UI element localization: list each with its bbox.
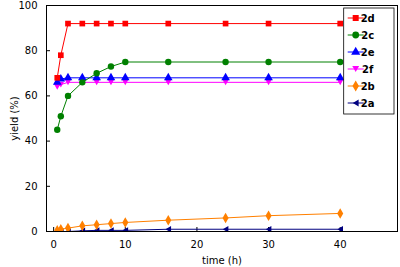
svg-text:2c: 2c <box>361 30 374 41</box>
svg-text:2f: 2f <box>362 64 374 75</box>
svg-text:time (h): time (h) <box>202 255 242 266</box>
svg-text:80: 80 <box>25 45 38 56</box>
svg-text:20: 20 <box>25 181 38 192</box>
svg-text:10: 10 <box>119 239 132 250</box>
svg-text:0: 0 <box>31 226 37 237</box>
svg-text:60: 60 <box>25 90 38 101</box>
svg-text:20: 20 <box>191 239 204 250</box>
svg-text:2a: 2a <box>361 98 375 109</box>
svg-text:40: 40 <box>25 135 38 146</box>
svg-text:30: 30 <box>262 239 275 250</box>
svg-text:40: 40 <box>334 239 347 250</box>
svg-text:2e: 2e <box>361 47 375 58</box>
svg-text:2d: 2d <box>361 13 375 24</box>
svg-text:0: 0 <box>50 239 56 250</box>
svg-text:100: 100 <box>18 0 37 11</box>
svg-text:2b: 2b <box>361 81 375 92</box>
svg-text:yield (%): yield (%) <box>9 96 20 141</box>
